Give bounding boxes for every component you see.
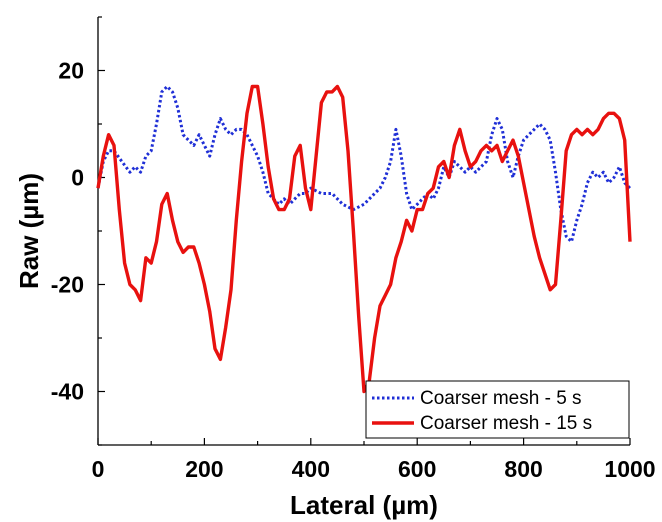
x-tick-label: 600	[398, 456, 436, 482]
x-tick-label: 200	[185, 456, 223, 482]
series-line-0	[96, 85, 632, 244]
y-tick-label: 20	[58, 58, 84, 84]
legend-label-15s: Coarser mesh - 15 s	[420, 413, 592, 434]
legend-box	[365, 380, 630, 439]
x-axis-title: Lateral (µm)	[290, 490, 438, 520]
y-tick-label: 0	[71, 165, 84, 191]
y-tick-label: -40	[51, 379, 84, 405]
axes: 200-20-400 200 400 600 800 1000	[51, 16, 656, 482]
plot-area	[96, 84, 632, 394]
series-line-1	[96, 84, 632, 394]
y-tick-label: -20	[51, 272, 84, 298]
x-tick-label: 400	[292, 456, 330, 482]
x-tick-label: 0	[92, 456, 105, 482]
x-tick-label: 800	[504, 456, 542, 482]
legend: Coarser mesh - 5 s Coarser mesh - 15 s	[365, 380, 630, 439]
legend-label-5s: Coarser mesh - 5 s	[420, 388, 582, 409]
x-tick-label: 1000	[604, 456, 655, 482]
y-axis-title: Raw (µm)	[14, 173, 44, 289]
